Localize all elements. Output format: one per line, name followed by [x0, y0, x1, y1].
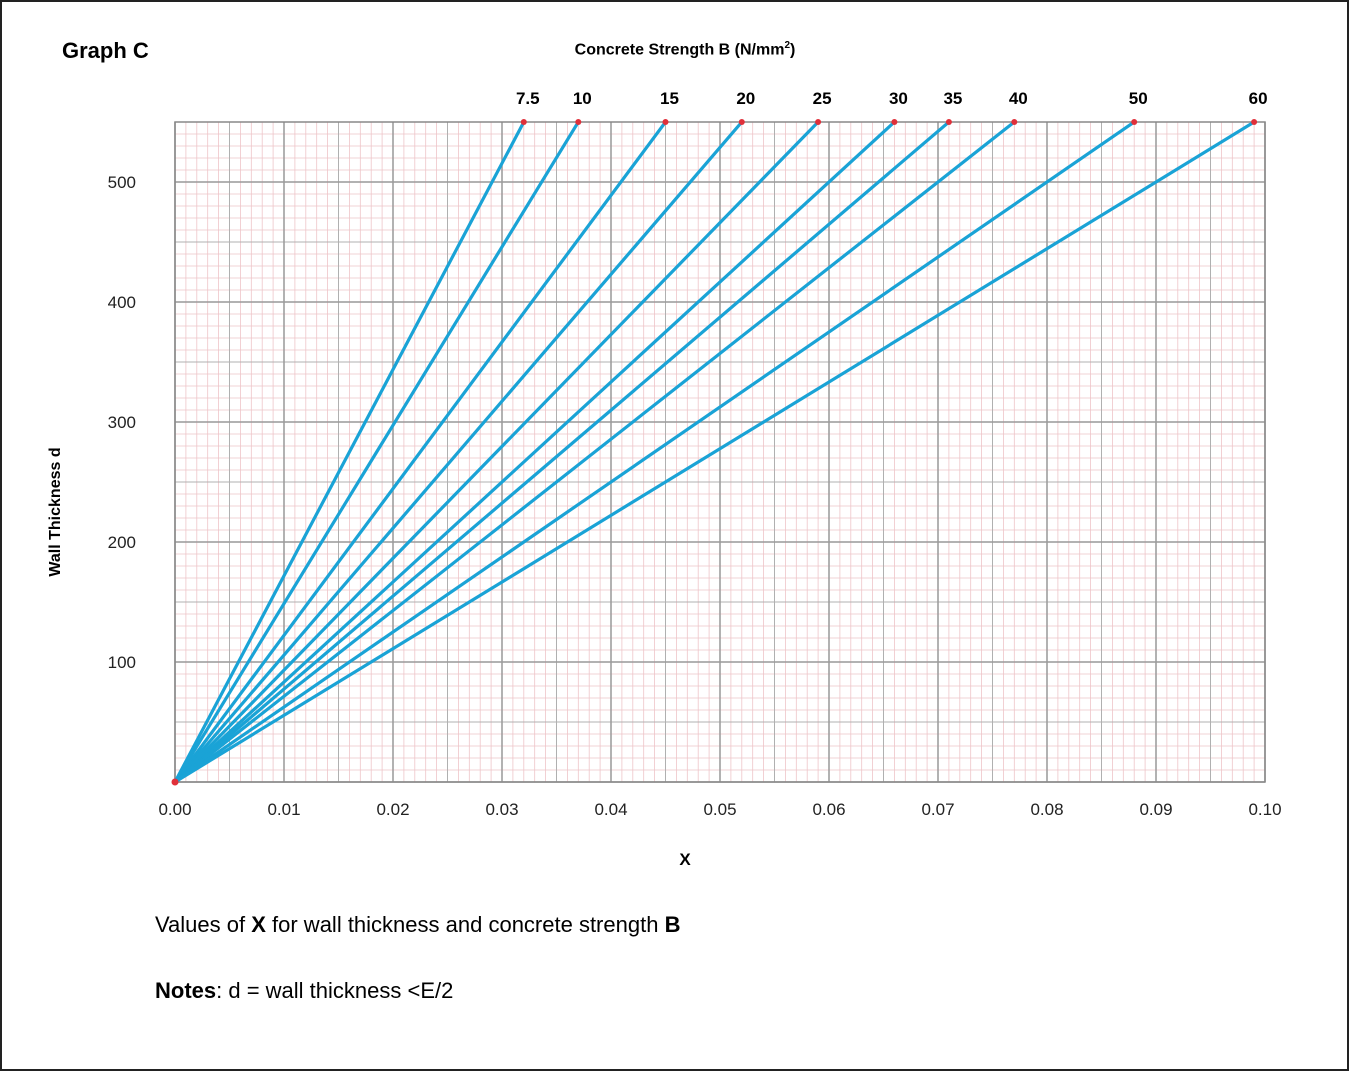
series-end-point: [575, 119, 582, 125]
x-tick-label: 0.03: [485, 800, 518, 819]
series-label: 35: [943, 89, 962, 108]
caption-prefix: Values of: [155, 912, 252, 937]
top-axis-label-sup: 2: [784, 40, 791, 51]
series-label: 40: [1009, 89, 1028, 108]
series-line: [173, 120, 820, 784]
x-axis-label: X: [679, 850, 691, 869]
x-ticks: 0.00 0.01 0.02 0.03 0.04 0.05 0.06 0.07 0.08 0.09…: [158, 800, 1281, 819]
series-line: [173, 120, 1256, 784]
plot-border: [174, 121, 1266, 783]
series-line: [173, 120, 744, 784]
series-end-point: [945, 119, 952, 125]
x-tick-label: 0.07: [921, 800, 954, 819]
y-tick-label: 400: [108, 293, 136, 312]
series-line: [173, 120, 951, 784]
x-tick-label: 0.09: [1139, 800, 1172, 819]
series-line: [173, 120, 526, 784]
series-line: [173, 120, 1016, 784]
series-label: 20: [736, 89, 755, 108]
origin-point: [171, 778, 179, 786]
caption-x: X: [251, 912, 266, 937]
series-line: [173, 120, 580, 784]
top-axis-label-main: Concrete Strength B (N/mm: [574, 41, 785, 59]
y-tick-label: 100: [108, 653, 136, 672]
top-axis-label: Concrete Strength B (N/mm2): [0, 40, 1349, 59]
series-lines: [173, 120, 1256, 784]
series-label: 10: [573, 89, 592, 108]
series-end-point: [891, 119, 898, 125]
y-axis-label: Wall Thickness d: [47, 447, 64, 577]
x-tick-label: 0.05: [703, 800, 736, 819]
series-end-point: [1011, 119, 1018, 125]
series-end-point: [738, 119, 745, 125]
y-ticks: 100 200 300 400 500: [108, 173, 136, 672]
series-line: [173, 120, 668, 784]
x-tick-label: 0.00: [158, 800, 191, 819]
caption: Values of X for wall thickness and concr…: [155, 912, 680, 938]
x-tick-label: 0.10: [1248, 800, 1281, 819]
series-label: 25: [813, 89, 832, 108]
y-tick-label: 200: [108, 533, 136, 552]
x-tick-label: 0.02: [376, 800, 409, 819]
series-line: [173, 120, 897, 784]
caption-b: B: [664, 912, 681, 937]
top-axis-label-end: ): [790, 41, 796, 59]
series-labels: 7.5 10 15 20 25 30 35 40 50 60: [516, 89, 1268, 108]
series-label: 60: [1249, 89, 1268, 108]
series-label: 50: [1129, 89, 1148, 108]
graph-title: Graph C: [62, 38, 149, 63]
series-end-point: [520, 119, 527, 125]
series-end-point: [1251, 119, 1258, 125]
series-points: [171, 119, 1258, 786]
x-tick-label: 0.01: [267, 800, 300, 819]
series-end-point: [662, 119, 669, 125]
x-tick-label: 0.06: [812, 800, 845, 819]
series-label: 7.5: [516, 89, 540, 108]
series-end-point: [1131, 119, 1138, 125]
y-tick-label: 300: [108, 413, 136, 432]
series-label: 15: [660, 89, 679, 108]
notes: Notes: d = wall thickness <E/2: [155, 978, 453, 1004]
caption-middle: for wall thickness and concrete strength: [265, 912, 665, 937]
series-end-point: [815, 119, 822, 125]
series-line: [173, 120, 1136, 784]
notes-text: : d = wall thickness <E/2: [216, 978, 454, 1003]
series-label: 30: [889, 89, 908, 108]
x-tick-label: 0.08: [1030, 800, 1063, 819]
notes-label: Notes: [155, 978, 217, 1003]
x-tick-label: 0.04: [594, 800, 627, 819]
y-tick-label: 500: [108, 173, 136, 192]
